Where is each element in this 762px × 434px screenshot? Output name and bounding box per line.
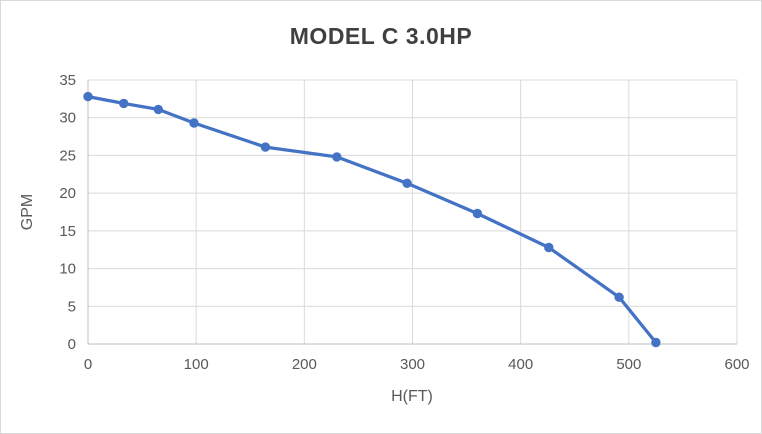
- x-tick-label: 100: [184, 356, 209, 373]
- series-line: [86, 94, 658, 345]
- data-point: [189, 118, 199, 128]
- y-tick-label: 25: [59, 147, 76, 164]
- x-tick-label: 500: [616, 356, 641, 373]
- x-tick-label: 400: [508, 356, 533, 373]
- y-tick-label: 15: [59, 223, 76, 240]
- y-tick-label: 0: [68, 336, 76, 353]
- data-point: [153, 104, 163, 115]
- chart-title: MODEL C 3.0HP: [289, 23, 473, 49]
- y-tick-label: 20: [59, 185, 76, 202]
- data-point: [544, 242, 554, 253]
- data-point: [614, 292, 624, 302]
- x-tick-label: 600: [724, 356, 749, 373]
- x-tick-label: 300: [400, 356, 425, 373]
- data-point: [119, 98, 129, 109]
- y-tick-label: 35: [59, 72, 76, 89]
- data-point: [651, 337, 661, 348]
- x-tick-label: 200: [292, 356, 317, 373]
- y-tick-label: 30: [59, 110, 76, 127]
- x-axis-title: H(FT): [391, 388, 433, 405]
- y-tick-label: 5: [68, 298, 76, 315]
- x-tick-label: 0: [84, 356, 92, 373]
- y-tick-label: 10: [59, 261, 76, 278]
- data-point: [402, 178, 412, 188]
- data-point: [260, 142, 271, 152]
- data-point: [472, 208, 483, 219]
- data-point: [332, 152, 342, 162]
- data-point: [83, 91, 93, 102]
